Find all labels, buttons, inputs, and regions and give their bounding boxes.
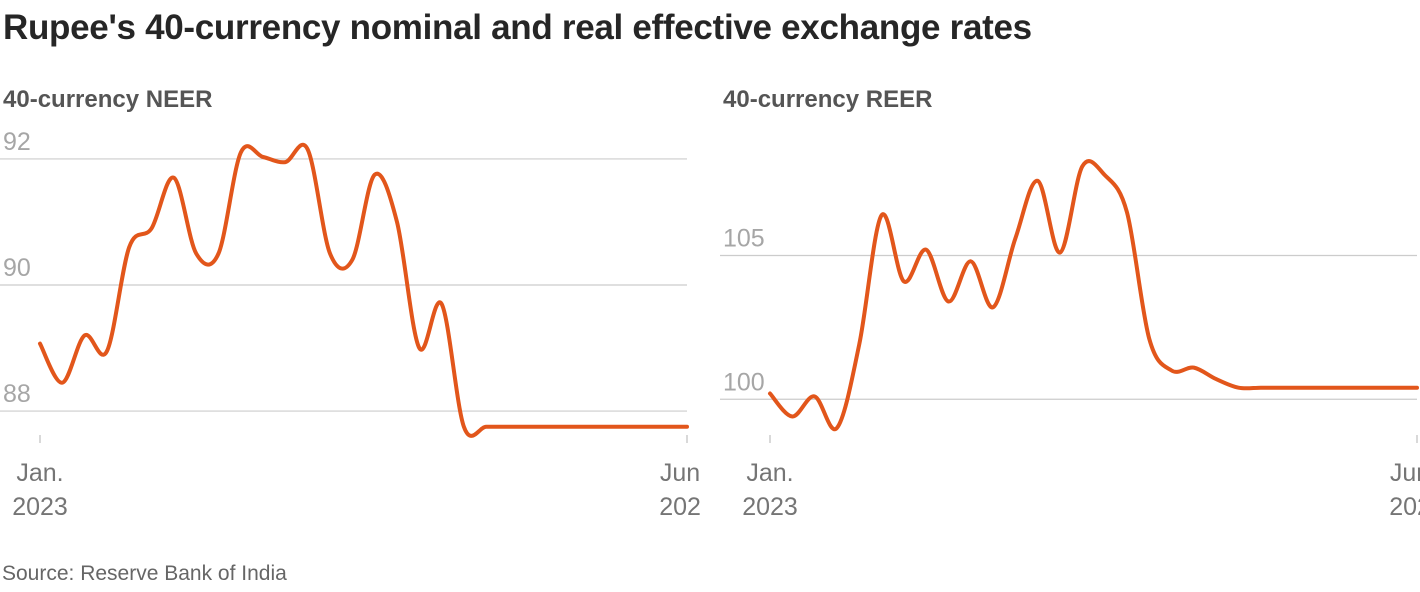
- neer-x-tick-label-1-line2: 2025: [659, 493, 700, 521]
- neer-panel-title: 40-currency NEER: [3, 86, 213, 113]
- reer-x-tick-label-0-line2: 2023: [742, 493, 798, 521]
- source-note: Source: Reserve Bank of India: [2, 562, 287, 585]
- reer-x-tick-label-0-line1: Jan.: [746, 459, 793, 487]
- neer-x-tick-label-0-line1: Jan.: [16, 459, 63, 487]
- reer-x-tick-label-1-line2: 2025: [1389, 493, 1420, 521]
- reer-y-tick-label-105: 105: [723, 225, 765, 253]
- reer-panel-title: 40-currency REER: [723, 86, 933, 113]
- reer-line-chart: 100 105 Jan. 2023 June 2025: [720, 159, 1420, 521]
- neer-y-tick-label-88: 88: [3, 380, 31, 408]
- neer-x-tick-label-1-line1: June: [660, 459, 700, 487]
- neer-line-chart: 88 90 92 Jan. 2023 June 2025: [0, 128, 700, 521]
- reer-x-tick-label-1-line1: June: [1390, 459, 1420, 487]
- reer-series-line-0: [768, 159, 1419, 432]
- neer-y-tick-label-92: 92: [3, 128, 31, 156]
- neer-x-tick-label-0-line2: 2023: [12, 493, 68, 521]
- chart-title: Rupee's 40-currency nominal and real eff…: [3, 8, 1032, 47]
- neer-y-tick-label-90: 90: [3, 254, 31, 282]
- neer-series-line-0: [38, 142, 689, 438]
- reer-y-tick-label-100: 100: [723, 368, 765, 396]
